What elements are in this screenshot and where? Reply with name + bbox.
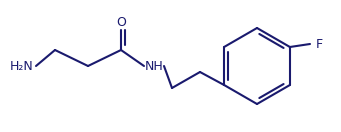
- Text: H₂N: H₂N: [10, 60, 34, 72]
- Text: O: O: [116, 15, 126, 29]
- Text: F: F: [316, 37, 323, 51]
- Text: NH: NH: [145, 60, 163, 72]
